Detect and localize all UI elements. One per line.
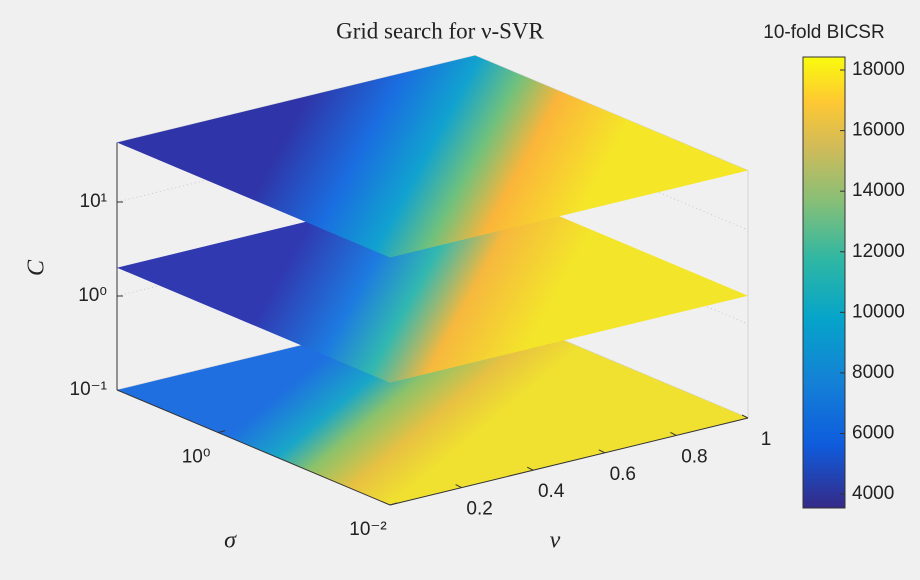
z-tick-label: 10⁻¹ xyxy=(70,379,108,400)
slice xyxy=(117,180,748,383)
z-axis-label: C xyxy=(24,259,50,276)
colorbar-tick-label: 12000 xyxy=(852,241,905,262)
x-tick-label: 0.2 xyxy=(466,499,492,520)
colorbar-tick-label: 10000 xyxy=(852,301,905,322)
x-tick-label: 0.4 xyxy=(538,481,565,502)
slice xyxy=(117,303,748,505)
colorbar-label: 10-fold BICSR xyxy=(763,22,884,43)
y-tick-label: 10⁰ xyxy=(182,447,211,468)
x-tick-label: 0.6 xyxy=(610,464,636,485)
x-tick xyxy=(670,431,677,436)
x-tick-label: 0.8 xyxy=(681,446,707,467)
colorbar-tick-label: 6000 xyxy=(852,423,894,444)
z-tick-label: 10⁰ xyxy=(78,285,107,306)
nu-axis xyxy=(389,417,749,506)
colorbar-tick-label: 4000 xyxy=(852,483,894,504)
colorbar-tick-label: 18000 xyxy=(852,59,905,80)
y-tick xyxy=(389,502,398,506)
x-tick xyxy=(598,449,606,454)
x-tick xyxy=(741,414,749,419)
x-tick xyxy=(455,484,462,489)
x-tick xyxy=(526,466,534,471)
sigma-axis xyxy=(116,389,391,506)
colorbar-tick-label: 14000 xyxy=(852,180,905,201)
chart-title: Grid search for ν-SVR xyxy=(336,18,544,43)
x-tick-label: 1 xyxy=(761,429,772,450)
y-tick-label: 10⁻² xyxy=(349,519,387,540)
colorbar-tick-label: 8000 xyxy=(852,362,894,383)
y-tick xyxy=(217,430,226,434)
slice xyxy=(117,55,748,258)
colorbar xyxy=(802,56,846,509)
nu-axis-label: ν xyxy=(550,528,561,554)
colorbar-tick-label: 16000 xyxy=(852,120,905,141)
z-tick-label: 10¹ xyxy=(80,191,107,212)
sigma-axis-label: σ xyxy=(224,528,237,554)
